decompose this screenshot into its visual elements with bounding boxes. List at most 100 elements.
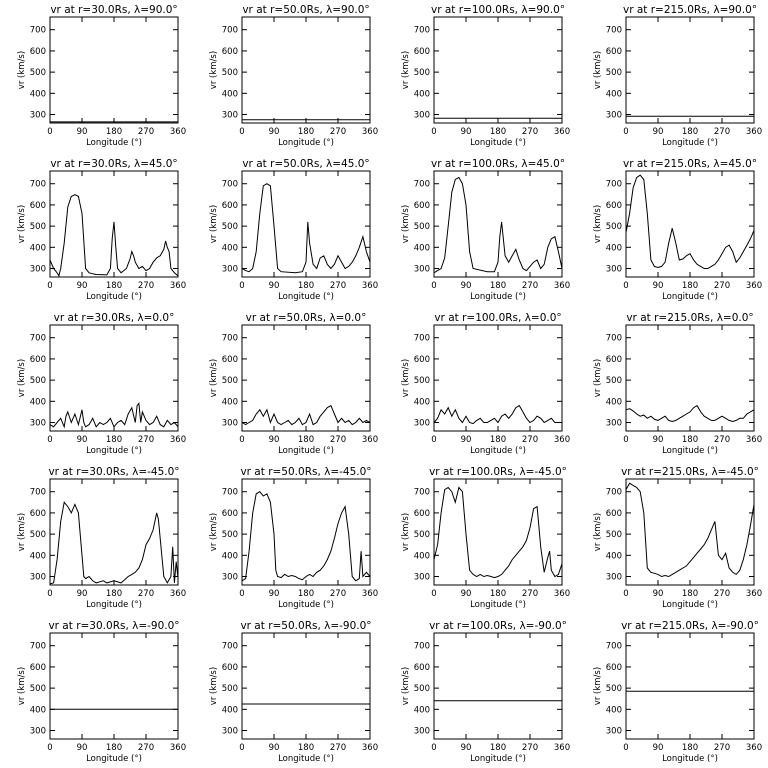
plot-frame [433, 632, 563, 740]
y-axis-label: vr (km/s) [401, 667, 411, 705]
y-tick-label: 300 [222, 265, 238, 275]
y-axis-label: vr (km/s) [209, 51, 219, 89]
y-tick-label: 500 [606, 530, 622, 540]
y-axis-label: vr (km/s) [593, 205, 603, 243]
series-line [433, 404, 562, 425]
y-tick-label: 300 [30, 111, 46, 121]
y-axis-label: vr (km/s) [209, 667, 219, 705]
y-axis-label: vr (km/s) [17, 513, 27, 551]
x-tick-label: 90 [77, 127, 88, 137]
series-line [49, 501, 179, 585]
y-axis-label: vr (km/s) [401, 359, 411, 397]
plot-frame [49, 16, 179, 124]
x-tick-label: 180 [106, 281, 122, 291]
y-tick-label: 600 [30, 663, 46, 673]
y-tick-label: 300 [606, 727, 622, 737]
x-tick-label: 360 [554, 435, 570, 445]
x-tick-label: 90 [653, 281, 664, 291]
x-tick-label: 0 [623, 281, 628, 291]
panel-title: vr at r=100.0Rs, λ=-90.0° [429, 620, 567, 632]
x-tick-label: 0 [623, 743, 628, 753]
y-tick-label: 700 [222, 180, 238, 190]
x-tick-label: 180 [106, 435, 122, 445]
panel-title: vr at r=50.0Rs, λ=0.0° [246, 312, 367, 324]
y-tick-label: 600 [222, 509, 238, 519]
x-axis-label: Longitude (°) [86, 138, 142, 148]
x-tick-label: 180 [682, 743, 698, 753]
y-tick-label: 400 [222, 705, 238, 715]
panel: vr at r=50.0Rs, λ=45.0° 0 90 180 270 360 300 40… [209, 158, 378, 302]
panel: vr at r=50.0Rs, λ=-90.0° 0 90 180 270 360 300 4… [209, 620, 378, 764]
x-tick-label: 360 [554, 589, 570, 599]
y-axis-label: vr (km/s) [17, 205, 27, 243]
x-tick-label: 360 [170, 281, 186, 291]
x-tick-label: 0 [623, 589, 628, 599]
y-tick-label: 500 [222, 530, 238, 540]
y-tick-label: 400 [414, 705, 430, 715]
x-tick-label: 360 [746, 743, 762, 753]
y-tick-label: 400 [30, 243, 46, 253]
x-axis-label: Longitude (°) [86, 446, 142, 456]
series-line [625, 404, 755, 423]
plot-frame [49, 632, 179, 740]
x-tick-label: 0 [47, 743, 52, 753]
x-tick-label: 0 [239, 589, 244, 599]
y-tick-label: 300 [222, 111, 238, 121]
x-tick-label: 90 [269, 127, 280, 137]
x-axis-label: Longitude (°) [86, 292, 142, 302]
x-tick-label: 90 [269, 743, 280, 753]
x-tick-label: 360 [170, 435, 186, 445]
y-tick-label: 600 [606, 47, 622, 57]
y-tick-label: 700 [30, 488, 46, 498]
x-tick-label: 270 [522, 435, 538, 445]
x-tick-label: 360 [554, 127, 570, 137]
x-tick-label: 90 [461, 589, 472, 599]
y-tick-label: 300 [606, 265, 622, 275]
x-tick-label: 180 [490, 589, 506, 599]
panel-title: vr at r=30.0Rs, λ=0.0° [54, 312, 175, 324]
y-axis-label: vr (km/s) [209, 359, 219, 397]
x-tick-label: 180 [106, 743, 122, 753]
y-tick-label: 400 [414, 397, 430, 407]
y-tick-label: 700 [606, 334, 622, 344]
y-tick-label: 500 [414, 530, 430, 540]
y-tick-label: 500 [222, 376, 238, 386]
y-tick-label: 300 [414, 573, 430, 583]
x-axis-label: Longitude (°) [470, 754, 526, 764]
y-tick-label: 600 [222, 47, 238, 57]
panel: vr at r=30.0Rs, λ=45.0° 0 90 180 270 360 300 40… [17, 158, 186, 302]
x-tick-label: 0 [623, 127, 628, 137]
x-axis-label: Longitude (°) [662, 292, 718, 302]
panel-title: vr at r=215.0Rs, λ=90.0° [623, 4, 757, 16]
x-axis-label: Longitude (°) [662, 754, 718, 764]
y-tick-label: 700 [606, 642, 622, 652]
plot-frame [49, 478, 179, 586]
x-tick-label: 90 [269, 589, 280, 599]
x-tick-label: 0 [431, 743, 436, 753]
y-tick-label: 300 [30, 265, 46, 275]
y-tick-label: 400 [606, 705, 622, 715]
series-line [49, 194, 179, 278]
y-tick-label: 500 [30, 530, 46, 540]
y-tick-label: 300 [30, 573, 46, 583]
x-tick-label: 360 [554, 743, 570, 753]
y-axis-label: vr (km/s) [17, 51, 27, 89]
panel-title: vr at r=50.0Rs, λ=45.0° [242, 158, 369, 170]
x-tick-label: 180 [298, 127, 314, 137]
y-tick-label: 600 [30, 509, 46, 519]
y-tick-label: 300 [606, 573, 622, 583]
y-tick-label: 700 [414, 334, 430, 344]
x-axis-label: Longitude (°) [86, 754, 142, 764]
x-tick-label: 0 [623, 435, 628, 445]
plot-frame [625, 324, 755, 432]
x-tick-label: 270 [522, 743, 538, 753]
x-tick-label: 270 [522, 281, 538, 291]
x-tick-label: 90 [77, 743, 88, 753]
panel: vr at r=50.0Rs, λ=90.0° 0 90 180 270 360 300 40… [209, 4, 378, 148]
y-tick-label: 500 [30, 68, 46, 78]
x-tick-label: 270 [714, 589, 730, 599]
y-tick-label: 300 [414, 419, 430, 429]
x-axis-label: Longitude (°) [662, 600, 718, 610]
panel: vr at r=215.0Rs, λ=45.0° 0 90 180 270 360 300 4… [593, 158, 762, 302]
panel-title: vr at r=100.0Rs, λ=90.0° [431, 4, 565, 16]
